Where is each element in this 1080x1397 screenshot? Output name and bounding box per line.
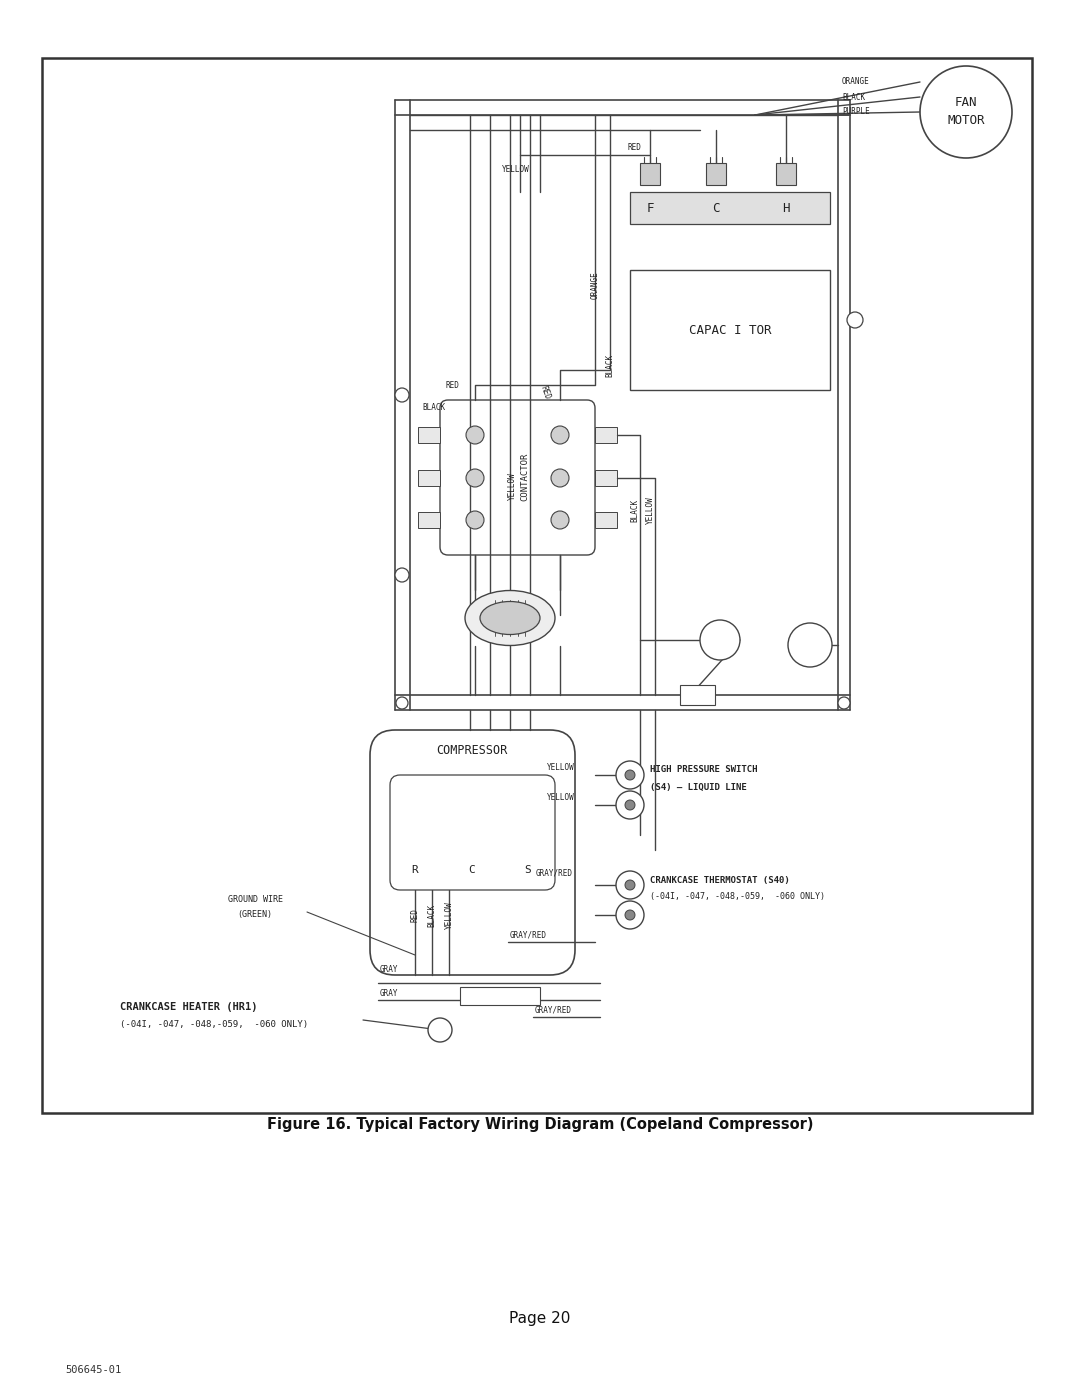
Ellipse shape [480, 602, 540, 634]
Circle shape [625, 800, 635, 810]
Bar [777, 163, 796, 184]
Circle shape [920, 66, 1012, 158]
Bar [640, 163, 660, 184]
Text: YELLOW: YELLOW [502, 165, 530, 175]
Circle shape [847, 312, 863, 328]
Text: PURPLE: PURPLE [842, 108, 869, 116]
Bar [460, 988, 540, 1004]
Text: GRAY/RED: GRAY/RED [510, 930, 546, 940]
Circle shape [465, 426, 484, 444]
Text: F: F [646, 201, 653, 215]
Circle shape [616, 870, 644, 900]
Text: BLACK: BLACK [428, 904, 436, 926]
Circle shape [625, 770, 635, 780]
Bar [418, 469, 440, 486]
Bar [706, 163, 726, 184]
Text: YELLOW: YELLOW [445, 901, 454, 929]
Text: GRAY/RED: GRAY/RED [535, 1006, 572, 1014]
Bar [680, 685, 715, 705]
Circle shape [551, 469, 569, 488]
Circle shape [396, 697, 408, 710]
Text: Figure 16. Typical Factory Wiring Diagram (Copeland Compressor): Figure 16. Typical Factory Wiring Diagra… [267, 1118, 813, 1133]
FancyBboxPatch shape [390, 775, 555, 890]
Text: RED: RED [410, 908, 419, 922]
Circle shape [838, 697, 850, 710]
Text: HIGH PRESSURE SWITCH: HIGH PRESSURE SWITCH [650, 766, 757, 774]
Text: FAN: FAN [955, 95, 977, 109]
Bar [630, 191, 831, 224]
Circle shape [625, 909, 635, 921]
Circle shape [551, 426, 569, 444]
Text: (S4) — LIQUID LINE: (S4) — LIQUID LINE [650, 782, 746, 792]
FancyBboxPatch shape [370, 731, 575, 975]
Text: H: H [782, 201, 789, 215]
Text: COMPRESSOR: COMPRESSOR [436, 743, 508, 757]
Text: GROUND WIRE: GROUND WIRE [228, 895, 283, 904]
Circle shape [616, 791, 644, 819]
Text: GRAY: GRAY [380, 989, 399, 997]
Text: MOTOR: MOTOR [947, 115, 985, 127]
Text: CONTACTOR: CONTACTOR [521, 453, 529, 502]
Text: CRANKCASE HEATER (HR1): CRANKCASE HEATER (HR1) [120, 1002, 257, 1011]
Circle shape [551, 511, 569, 529]
Text: Page 20: Page 20 [510, 1310, 570, 1326]
Text: CRANKCASE THERMOSTAT (S40): CRANKCASE THERMOSTAT (S40) [650, 876, 789, 884]
Text: (-04I, -047, -048,-059,  -060 ONLY): (-04I, -047, -048,-059, -060 ONLY) [650, 893, 825, 901]
Text: BLACK: BLACK [631, 499, 639, 521]
Circle shape [700, 620, 740, 659]
Text: CAPAC I TOR: CAPAC I TOR [689, 324, 771, 337]
Text: (GREEN): (GREEN) [238, 911, 272, 919]
Bar [418, 511, 440, 528]
Circle shape [788, 623, 832, 666]
Bar [595, 469, 617, 486]
Text: BLACK: BLACK [422, 404, 445, 412]
Text: C: C [712, 201, 719, 215]
Text: RED: RED [445, 381, 459, 391]
Bar [595, 511, 617, 528]
Bar [42, 59, 1032, 1113]
Text: YELLOW: YELLOW [646, 496, 654, 524]
Text: GRAY/RED: GRAY/RED [536, 869, 573, 877]
Bar [595, 427, 617, 443]
Text: S: S [525, 865, 531, 875]
Text: YELLOW: YELLOW [508, 472, 516, 500]
Text: GRAY: GRAY [380, 965, 399, 975]
Text: ORANGE: ORANGE [591, 271, 599, 299]
Circle shape [616, 901, 644, 929]
Text: C: C [469, 865, 475, 875]
Text: BLACK: BLACK [606, 353, 615, 377]
Text: ORANGE: ORANGE [842, 77, 869, 87]
Text: 506645-01: 506645-01 [65, 1365, 121, 1375]
Text: YELLOW: YELLOW [546, 763, 575, 771]
Text: BLACK: BLACK [842, 92, 865, 102]
Bar [630, 270, 831, 390]
Circle shape [625, 880, 635, 890]
Circle shape [395, 569, 409, 583]
Circle shape [428, 1018, 453, 1042]
Ellipse shape [465, 591, 555, 645]
Text: YELLOW: YELLOW [546, 792, 575, 802]
Text: R: R [411, 865, 418, 875]
Text: RED: RED [627, 144, 642, 152]
Circle shape [616, 761, 644, 789]
FancyBboxPatch shape [440, 400, 595, 555]
Text: RED: RED [539, 384, 552, 401]
Text: (-04I, -047, -048,-059,  -060 ONLY): (-04I, -047, -048,-059, -060 ONLY) [120, 1020, 308, 1030]
Circle shape [465, 469, 484, 488]
Circle shape [395, 388, 409, 402]
Circle shape [465, 511, 484, 529]
Bar [418, 427, 440, 443]
